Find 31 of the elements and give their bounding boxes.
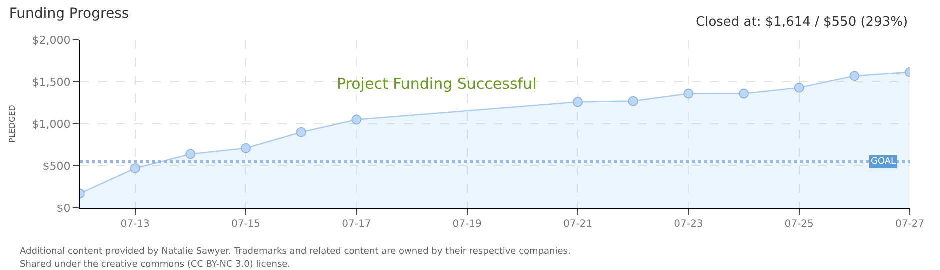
y-axis-title: PLEDGED [8, 105, 17, 143]
point [850, 71, 860, 82]
point [794, 82, 804, 93]
y-tick-label: $0 [56, 202, 71, 215]
point [296, 127, 306, 138]
y-tick-label: $1,500 [32, 76, 71, 89]
point [352, 114, 362, 125]
annotation: Project Funding Successful [337, 75, 537, 93]
text: Additional content provided by Natalie Sawyer. Trademarks and related content are owned by their respective companies. [20, 247, 571, 257]
point [130, 164, 140, 174]
y-tick-label: $2,000 [32, 34, 71, 47]
x-tick-label: 07-17 [342, 219, 372, 230]
text: Closed at: $1,614 / $550 (293%) [696, 15, 908, 30]
x-tick-label: 07-19 [452, 219, 482, 230]
x-tick-label: 07-21 [563, 219, 593, 230]
x-tick-label: 07-13 [120, 219, 150, 230]
point [186, 149, 196, 160]
x-tick-label: 07-25 [784, 219, 814, 230]
point [684, 88, 694, 99]
point [628, 96, 638, 106]
text: Shared under the creative commons (CC BY-NC 3.0) license. [20, 260, 291, 270]
ref-line-label: GOAL [871, 157, 896, 167]
point [739, 88, 749, 99]
point [241, 143, 251, 154]
x-tick-label: 07-15 [231, 219, 261, 230]
point [573, 97, 583, 108]
chart-title: Funding Progress [9, 6, 130, 22]
y-tick-label: $1,000 [32, 118, 71, 131]
x-tick-label: 07-23 [674, 219, 704, 230]
y-tick-label: $500 [42, 160, 71, 173]
x-tick-label: 07-27 [895, 219, 925, 230]
